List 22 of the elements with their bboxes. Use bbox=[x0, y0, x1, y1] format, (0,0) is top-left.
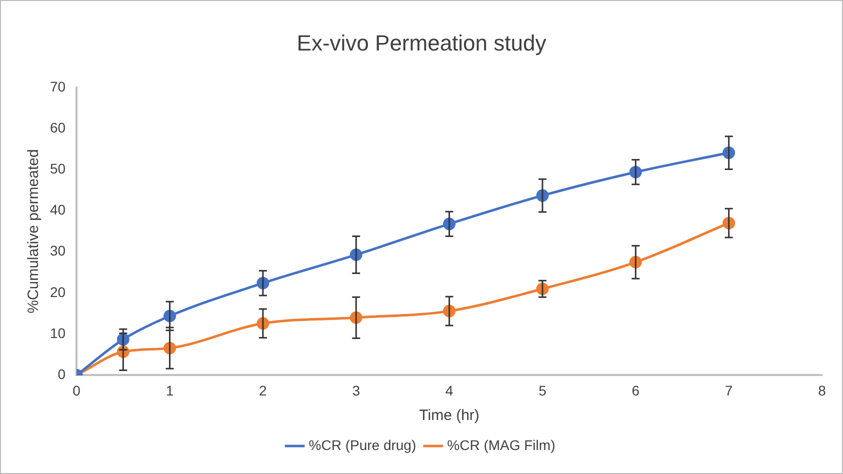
y-tick-label: 30 bbox=[50, 242, 66, 259]
x-tick-label: 5 bbox=[538, 382, 547, 398]
x-tick-label: 6 bbox=[632, 382, 640, 398]
y-tick-label: 50 bbox=[50, 160, 66, 176]
y-tick-label: 40 bbox=[50, 202, 66, 218]
legend-label: %CR (MAG Film) bbox=[447, 436, 556, 453]
y-tick-label: 10 bbox=[50, 324, 66, 341]
y-tick-label: 70 bbox=[50, 78, 66, 94]
y-axis-title: %Cumulative permeated bbox=[25, 149, 42, 314]
x-tick-label: 0 bbox=[72, 382, 81, 398]
y-tick-label: 0 bbox=[58, 366, 66, 382]
y-tick-label: 20 bbox=[50, 284, 66, 300]
x-tick-label: 7 bbox=[724, 382, 733, 398]
legend-label: %CR (Pure drug) bbox=[308, 436, 416, 453]
x-tick-label: 3 bbox=[352, 382, 360, 398]
x-tick-label: 1 bbox=[166, 382, 174, 398]
x-tick-label: 2 bbox=[259, 382, 268, 398]
x-axis-title: Time (hr) bbox=[419, 407, 480, 424]
chart-title: Ex-vivo Permeation study bbox=[296, 30, 546, 56]
x-tick-label: 4 bbox=[445, 382, 454, 398]
x-tick-label: 8 bbox=[818, 382, 826, 398]
y-tick-label: 60 bbox=[50, 119, 66, 136]
